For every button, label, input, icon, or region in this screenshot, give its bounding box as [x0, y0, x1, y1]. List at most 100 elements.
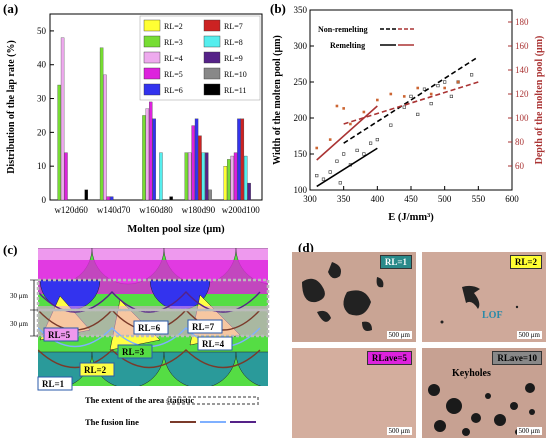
bar: [205, 152, 209, 201]
depth-point: [416, 86, 420, 90]
bar: [106, 196, 111, 201]
panel-a-label: (a): [3, 1, 19, 16]
bar: [159, 152, 163, 201]
micrograph-grid: RL=1 500 μm RL=2 LOF 500 μm RLave=5 500 …: [292, 252, 548, 439]
keyholes-annotation: Keyholes: [452, 368, 491, 379]
micrograph-rl2: RL=2 LOF 500 μm: [422, 252, 546, 342]
y-tick-label: 30: [37, 94, 47, 104]
x-axis-label: E (J/mm³): [388, 212, 434, 223]
legend-swatch: [143, 35, 161, 48]
x-tick-label: w140d70: [97, 205, 131, 215]
y2-tick-label: 60: [515, 161, 525, 171]
bar: [247, 182, 251, 201]
micro-scale-2: 500 μm: [516, 331, 542, 339]
bar: [169, 196, 173, 201]
fit-line: [316, 105, 378, 161]
bar: [191, 125, 195, 201]
y-axis-label: Width of the molten pool (μm): [272, 35, 283, 165]
depth-point: [315, 146, 319, 150]
bar: [244, 155, 248, 201]
micro-scale-3: 500 μm: [386, 427, 412, 435]
bar: [152, 118, 156, 201]
legend-entry: Remelting: [330, 41, 365, 50]
y-tick-label: 300: [294, 41, 308, 51]
panel-b: (b) 300 350 400 450 500 550 600 100 150 200 250 300…: [268, 0, 550, 238]
legend-entry: RL=9: [224, 54, 243, 63]
micro-scale-1: 500 μm: [386, 331, 412, 339]
bar: [240, 118, 245, 201]
bar: [188, 152, 192, 201]
legend-swatch: [203, 19, 221, 32]
width-point: [470, 73, 474, 77]
width-point: [443, 80, 447, 84]
legend-swatch: [143, 19, 161, 32]
bar: [57, 84, 61, 201]
panel-b-label: (b): [270, 1, 286, 16]
micrograph-rl5: RLave=5 500 μm: [292, 348, 416, 438]
panel-a: (a) 0 10 20 30 40 50 w120d60 w140d70 w160d80 w180…: [0, 0, 265, 238]
legend-entry: RL=5: [164, 70, 183, 79]
x-tick-label: 550: [472, 194, 486, 204]
panel-c: (c): [0, 240, 290, 440]
legend-entry: RL=8: [224, 38, 243, 47]
depth-point: [328, 138, 332, 141]
legend-swatch: [143, 83, 161, 96]
micro-tag-rl10: RLave=10: [492, 351, 542, 365]
depth-point: [456, 80, 460, 84]
x-tick-label: 350: [337, 194, 351, 204]
legend-entry: RL=7: [224, 22, 243, 31]
legend-entry: RL=10: [224, 70, 247, 79]
width-point: [449, 94, 454, 98]
width-point: [402, 105, 406, 109]
bar: [110, 196, 114, 201]
y2-tick-label: 160: [515, 41, 529, 51]
legend-swatch: [143, 51, 161, 64]
panel-d-label: (d): [298, 240, 314, 255]
bar: [194, 118, 199, 201]
legend-entry: RL=3: [164, 38, 183, 47]
width-point: [375, 138, 379, 142]
depth-point: [429, 92, 433, 96]
y-tick-label: 40: [37, 60, 47, 70]
width-point: [416, 112, 420, 116]
x-tick-label: w120d60: [54, 205, 88, 215]
x-tick-label: w180d90: [182, 205, 216, 215]
y-axis-label: Distribution of the lap rate (%): [6, 40, 17, 174]
legend-fusion-label: The fusion line: [85, 417, 139, 427]
panel-c-label: (c): [3, 242, 18, 257]
legend-entry: RL=11: [224, 86, 246, 95]
bar: [198, 135, 202, 201]
micrograph-rl1: RL=1 500 μm: [292, 252, 416, 342]
micro-scale-4: 500 μm: [516, 427, 542, 435]
micro-tag-rl5: RLave=5: [366, 351, 412, 365]
depth-point: [389, 92, 393, 96]
plot-frame: [49, 13, 263, 201]
x-tick-label: 400: [371, 194, 385, 204]
y-tick-label: 50: [37, 26, 47, 36]
x-tick-label: w200d100: [222, 205, 260, 215]
bar: [201, 152, 206, 201]
width-point: [362, 152, 366, 156]
legend-swatch: [203, 35, 221, 48]
x-tick-label: w160d80: [139, 205, 173, 215]
bar: [208, 189, 212, 201]
y-tick-label: 20: [37, 127, 47, 137]
width-point: [321, 177, 326, 181]
legend: RL=2 RL=3 RL=4 RL=5 RL=6 RL=7 RL=8 RL=9 RL=10 RL=…: [139, 15, 261, 101]
fit-line: [316, 147, 378, 188]
width-point: [369, 141, 373, 145]
lof-annotation: LOF: [482, 310, 503, 321]
y2-tick-label: 80: [515, 137, 525, 147]
bar: [237, 118, 241, 201]
legend-swatch: [203, 67, 221, 80]
bar: [227, 159, 231, 201]
x-axis-label: Molten pool size (μm): [127, 224, 225, 235]
depth-point: [335, 104, 339, 108]
width-point: [328, 170, 332, 174]
remelting-schematic: 30 μm 30 μm RL=1 RL=2 RL=3 RL=4 RL=5 RL=…: [10, 248, 270, 427]
bar: [223, 166, 228, 201]
bar: [149, 101, 153, 201]
width-point: [342, 152, 346, 156]
width-point: [436, 84, 440, 88]
legend-swatch: [203, 83, 221, 96]
